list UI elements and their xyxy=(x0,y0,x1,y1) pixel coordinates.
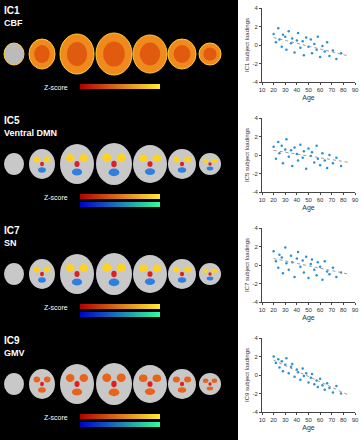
svg-text:2: 2 xyxy=(254,24,258,30)
svg-text:IC1: IC1 xyxy=(4,5,20,16)
svg-text:60: 60 xyxy=(317,417,324,423)
svg-text:0: 0 xyxy=(254,262,258,268)
svg-text:30: 30 xyxy=(282,307,289,313)
svg-text:IC9: IC9 xyxy=(4,335,20,346)
svg-text:50: 50 xyxy=(305,307,312,313)
svg-text:-2: -2 xyxy=(252,281,258,287)
svg-text:50: 50 xyxy=(305,87,312,93)
svg-text:2: 2 xyxy=(254,134,258,140)
svg-text:80: 80 xyxy=(340,197,347,203)
svg-text:30: 30 xyxy=(282,417,289,423)
svg-text:IC5: IC5 xyxy=(4,115,20,126)
svg-text:Age: Age xyxy=(302,94,315,102)
svg-text:Z-score: Z-score xyxy=(44,414,68,421)
svg-text:Age: Age xyxy=(302,424,315,432)
svg-text:-4: -4 xyxy=(252,299,258,305)
svg-text:IC7: IC7 xyxy=(4,225,20,236)
svg-text:70: 70 xyxy=(328,87,335,93)
svg-text:50: 50 xyxy=(305,417,312,423)
svg-text:IC7 subject loadings: IC7 subject loadings xyxy=(244,238,250,292)
svg-text:IC1 subject loadings: IC1 subject loadings xyxy=(244,18,250,72)
svg-text:Age: Age xyxy=(302,314,315,322)
svg-text:80: 80 xyxy=(340,307,347,313)
svg-text:30: 30 xyxy=(282,197,289,203)
svg-text:-2: -2 xyxy=(252,391,258,397)
svg-text:4: 4 xyxy=(254,115,258,121)
svg-text:Z-score: Z-score xyxy=(44,84,68,91)
svg-text:4: 4 xyxy=(254,225,258,231)
svg-text:CBF: CBF xyxy=(4,18,23,28)
svg-text:GMV: GMV xyxy=(4,348,25,358)
svg-text:4: 4 xyxy=(254,5,258,11)
svg-text:20: 20 xyxy=(270,87,277,93)
svg-text:SN: SN xyxy=(4,238,17,248)
svg-text:-2: -2 xyxy=(252,171,258,177)
svg-text:40: 40 xyxy=(294,307,301,313)
svg-text:0: 0 xyxy=(254,152,258,158)
svg-text:IC9 subject loadings: IC9 subject loadings xyxy=(244,348,250,402)
svg-text:Age: Age xyxy=(302,204,315,212)
svg-text:80: 80 xyxy=(340,87,347,93)
svg-text:60: 60 xyxy=(317,307,324,313)
svg-text:90: 90 xyxy=(352,87,359,93)
svg-text:10: 10 xyxy=(259,197,266,203)
svg-text:90: 90 xyxy=(352,417,359,423)
svg-text:-2: -2 xyxy=(252,61,258,67)
svg-text:10: 10 xyxy=(259,307,266,313)
svg-text:Z-score: Z-score xyxy=(44,304,68,311)
svg-text:60: 60 xyxy=(317,87,324,93)
svg-text:40: 40 xyxy=(294,197,301,203)
svg-text:70: 70 xyxy=(328,197,335,203)
svg-text:-4: -4 xyxy=(252,79,258,85)
svg-text:90: 90 xyxy=(352,307,359,313)
svg-text:2: 2 xyxy=(254,354,258,360)
svg-text:40: 40 xyxy=(294,417,301,423)
svg-text:10: 10 xyxy=(259,417,266,423)
svg-text:4: 4 xyxy=(254,335,258,341)
svg-text:10: 10 xyxy=(259,87,266,93)
svg-text:70: 70 xyxy=(328,307,335,313)
svg-text:0: 0 xyxy=(254,372,258,378)
svg-text:30: 30 xyxy=(282,87,289,93)
svg-text:70: 70 xyxy=(328,417,335,423)
svg-text:80: 80 xyxy=(340,417,347,423)
svg-text:50: 50 xyxy=(305,197,312,203)
svg-text:20: 20 xyxy=(270,307,277,313)
svg-text:60: 60 xyxy=(317,197,324,203)
svg-text:90: 90 xyxy=(352,197,359,203)
svg-text:40: 40 xyxy=(294,87,301,93)
svg-text:IC5 subject loadings: IC5 subject loadings xyxy=(244,128,250,182)
svg-text:Ventral DMN: Ventral DMN xyxy=(4,128,57,138)
svg-text:-4: -4 xyxy=(252,189,258,195)
svg-text:20: 20 xyxy=(270,197,277,203)
svg-text:2: 2 xyxy=(254,244,258,250)
svg-text:Z-score: Z-score xyxy=(44,194,68,201)
svg-text:-4: -4 xyxy=(252,409,258,415)
svg-text:0: 0 xyxy=(254,42,258,48)
svg-text:20: 20 xyxy=(270,417,277,423)
